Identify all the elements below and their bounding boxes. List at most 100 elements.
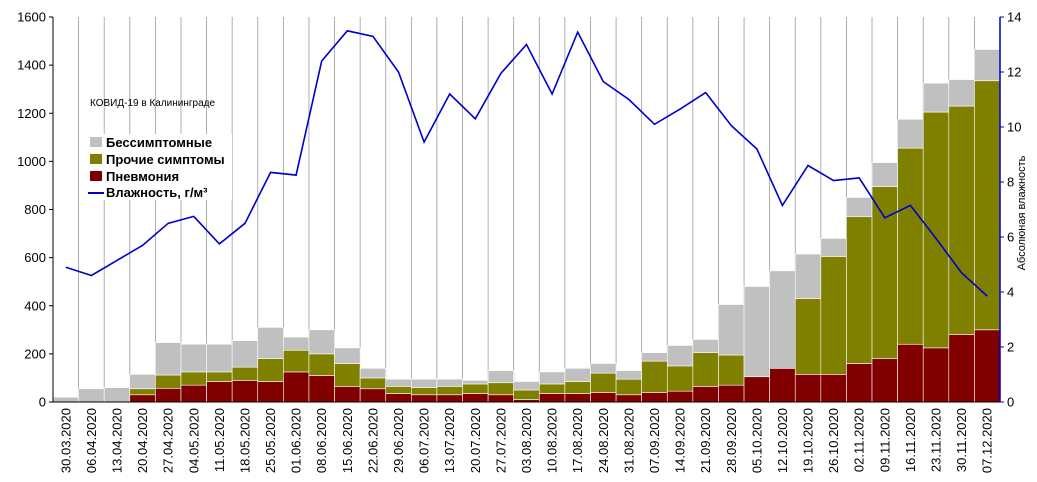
bar-pneumonia [974,329,1001,403]
x-tick-label: 27.04.2020 [161,408,176,473]
bar-other-symptoms [846,216,873,364]
bar-pneumonia [948,334,975,403]
bar-asymptomatic [769,270,796,369]
bar-pneumonia [334,386,361,403]
humidity-line-series [65,29,988,297]
bar-other-symptoms [385,386,412,394]
bar-other-symptoms [590,372,617,393]
legend-label-asymptomatic: Бессимптомные [106,135,212,150]
bar-pneumonia [666,390,694,403]
bar-asymptomatic [155,342,182,376]
x-tick-label: 04.05.2020 [186,408,201,473]
bar-pneumonia [206,381,233,403]
left-tick-label: 200 [24,346,46,361]
bar-other-symptoms [820,256,847,375]
x-tick-label: 17.08.2020 [570,408,585,473]
bar-other-symptoms [641,360,668,393]
legend-swatch-pneumonia [90,171,102,181]
right-tick-label: 14 [1007,10,1021,25]
bar-asymptomatic [666,345,694,367]
x-tick-label: 20.04.2020 [135,408,150,473]
x-tick-label: 29.06.2020 [391,408,406,473]
bar-other-symptoms [206,371,233,382]
bar-other-symptoms [155,374,182,389]
x-tick-label: 15.06.2020 [340,408,355,473]
bar-pneumonia [308,375,335,403]
bar-asymptomatic [897,118,924,149]
x-tick-label: 28.09.2020 [724,408,739,473]
x-axis-ticks: 30.03.2020 06.04.2020 13.04.2020 20.04.2020… [58,408,994,473]
bar-other-symptoms [411,387,438,396]
bar-pneumonia [718,384,745,403]
left-tick-label: 0 [39,395,46,410]
x-tick-label: 26.10.2020 [826,408,841,473]
bar-asymptomatic [948,79,975,107]
bar-asymptomatic [283,336,310,351]
x-tick-label: 02.11.2020 [852,408,867,472]
bar-other-symptoms [180,371,207,386]
x-tick-label: 13.04.2020 [110,408,125,473]
bar-asymptomatic [564,368,591,382]
x-tick-label: 21.09.2020 [698,408,713,473]
bar-pneumonia [615,394,642,403]
x-tick-label: 27.07.2020 [493,408,508,473]
right-tick-label: 8 [1007,175,1014,190]
bar-other-symptoms [359,377,387,390]
bar-other-symptoms [794,298,822,375]
bar-asymptomatic [334,347,361,364]
bar-other-symptoms [922,111,950,349]
bar-asymptomatic [922,82,950,113]
left-tick-label: 1000 [17,154,46,169]
x-tick-label: 25.05.2020 [263,408,278,473]
x-tick-label: 08.06.2020 [314,408,329,473]
x-tick-label: 13.07.2020 [442,408,457,473]
x-tick-label: 06.07.2020 [417,408,432,473]
bar-other-symptoms [462,383,489,394]
bar-pneumonia [564,393,591,403]
x-tick-label: 19.10.2020 [801,408,816,473]
bar-asymptomatic [436,378,463,387]
bar-asymptomatic [615,370,642,380]
bar-other-symptoms [897,147,924,345]
right-tick-label: 6 [1007,230,1014,245]
bar-other-symptoms [487,382,515,396]
bar-pneumonia [743,376,770,403]
bar-asymptomatic [871,162,898,187]
bar-asymptomatic [231,340,259,368]
bar-asymptomatic [692,339,719,353]
bar-other-symptoms [436,386,463,396]
bar-asymptomatic [206,343,233,373]
bar-other-symptoms [129,388,156,396]
bar-pneumonia [538,393,566,403]
left-tick-label: 1600 [17,10,46,25]
bar-other-symptoms [283,349,310,373]
x-tick-label: 31.08.2020 [621,408,636,473]
bar-asymptomatic [103,387,131,403]
bar-asymptomatic [590,363,617,374]
bar-other-symptoms [513,389,540,400]
bar-other-symptoms [564,381,591,394]
legend-swatch-asymptomatic [90,137,102,147]
x-tick-label: 11.05.2020 [212,408,227,472]
bar-asymptomatic [487,370,515,384]
bar-asymptomatic [513,381,540,391]
bar-asymptomatic [257,327,284,359]
legend-label-other-symptoms: Прочие симптомы [106,152,225,167]
x-tick-label: 23.11.2020 [929,408,944,472]
legend: Бессимптомные Прочие симптомы Пневмония … [84,134,232,200]
bar-pneumonia [820,374,847,403]
bar-asymptomatic [129,374,156,390]
x-tick-label: 07.09.2020 [647,408,662,473]
x-tick-label: 22.06.2020 [365,408,380,473]
bar-asymptomatic [743,286,770,378]
bar-pneumonia [411,394,438,403]
chart-annotation: КОВИД-19 в Калининграде [90,98,215,109]
bar-asymptomatic [974,49,1001,82]
x-tick-label: 03.08.2020 [519,408,534,473]
right-tick-label: 10 [1007,120,1021,135]
humidity-line [65,29,988,297]
bar-pneumonia [129,394,156,403]
x-tick-label: 30.11.2020 [954,408,969,472]
bar-asymptomatic [718,304,745,356]
